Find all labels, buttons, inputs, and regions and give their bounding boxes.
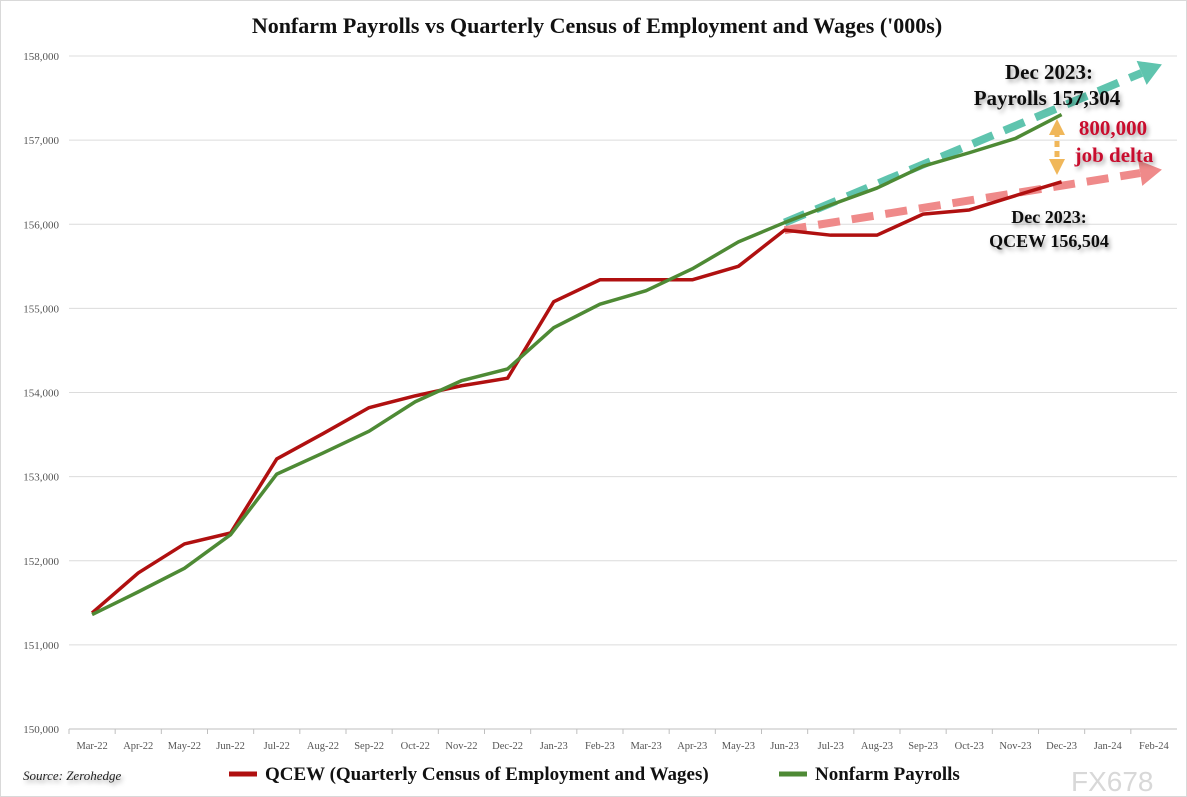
x-tick-label: Feb-23 (585, 741, 615, 752)
x-tick-label: Mar-22 (76, 741, 107, 752)
x-tick-label: Sep-23 (908, 741, 938, 752)
x-tick-label: Apr-23 (677, 741, 707, 752)
x-tick-label: Jan-23 (540, 741, 568, 752)
trend-arrow-line (783, 169, 1141, 235)
x-tick-label: May-23 (722, 741, 755, 752)
x-tick-label: Apr-22 (123, 741, 153, 752)
series-line-qcew (90, 180, 1063, 615)
trend-arrow-line (783, 69, 1144, 227)
trend-arrow-head (1138, 160, 1162, 186)
y-tick-label: 153,000 (23, 472, 59, 484)
watermark: FX678 (1071, 766, 1154, 797)
payrolls-annotation-line2: Payrolls 157,304 (974, 86, 1121, 110)
legend: QCEW (Quarterly Census of Employment and… (229, 764, 960, 785)
trend-arrow-head (1136, 60, 1162, 85)
delta-arrow (1049, 119, 1065, 175)
y-tick-label: 150,000 (23, 724, 59, 736)
source-note: Source: Zerohedge (23, 768, 122, 783)
x-tick-label: May-22 (168, 741, 201, 752)
x-tick-label: Aug-22 (307, 741, 339, 752)
x-tick-label: Dec-23 (1046, 741, 1077, 752)
x-tick-label: Sep-22 (354, 741, 384, 752)
qcew-annotation-line2: QCEW 156,504 (989, 231, 1109, 251)
chart-title: Nonfarm Payrolls vs Quarterly Census of … (252, 13, 942, 38)
x-tick-label: Oct-22 (401, 741, 430, 752)
delta-annotation-line2: job delta (1074, 143, 1154, 167)
x-tick-label: Jun-22 (216, 741, 245, 752)
y-tick-label: 151,000 (23, 640, 59, 652)
x-tick-label: Oct-23 (955, 741, 984, 752)
x-tick-label: Feb-24 (1139, 741, 1169, 752)
delta-annotation-line1: 800,000 (1079, 116, 1147, 140)
y-tick-label: 158,000 (23, 51, 59, 63)
y-tick-label: 154,000 (23, 388, 59, 400)
x-tick-label: Mar-23 (630, 741, 661, 752)
y-tick-label: 152,000 (23, 556, 59, 568)
x-tick-label: Nov-22 (445, 741, 477, 752)
y-tick-label: 156,000 (23, 219, 59, 231)
x-tick-label: Jan-24 (1094, 741, 1123, 752)
y-tick-label: 155,000 (23, 303, 59, 315)
x-tick-label: Aug-23 (861, 741, 893, 752)
x-tick-label: Jul-22 (264, 741, 290, 752)
legend-label-qcew: QCEW (Quarterly Census of Employment and… (265, 764, 709, 785)
payrolls-annotation-line1: Dec 2023: (1005, 60, 1093, 84)
qcew-annotation-line1: Dec 2023: (1011, 207, 1086, 227)
y-tick-label: 157,000 (23, 135, 59, 147)
series-line-payrolls (91, 112, 1063, 617)
x-tick-label: Jul-23 (818, 741, 844, 752)
x-tick-label: Nov-23 (999, 741, 1031, 752)
x-tick-label: Dec-22 (492, 741, 523, 752)
x-tick-label: Jun-23 (770, 741, 799, 752)
legend-label-payrolls: Nonfarm Payrolls (815, 764, 960, 785)
